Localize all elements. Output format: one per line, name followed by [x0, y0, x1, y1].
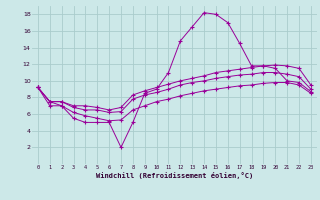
X-axis label: Windchill (Refroidissement éolien,°C): Windchill (Refroidissement éolien,°C): [96, 172, 253, 179]
